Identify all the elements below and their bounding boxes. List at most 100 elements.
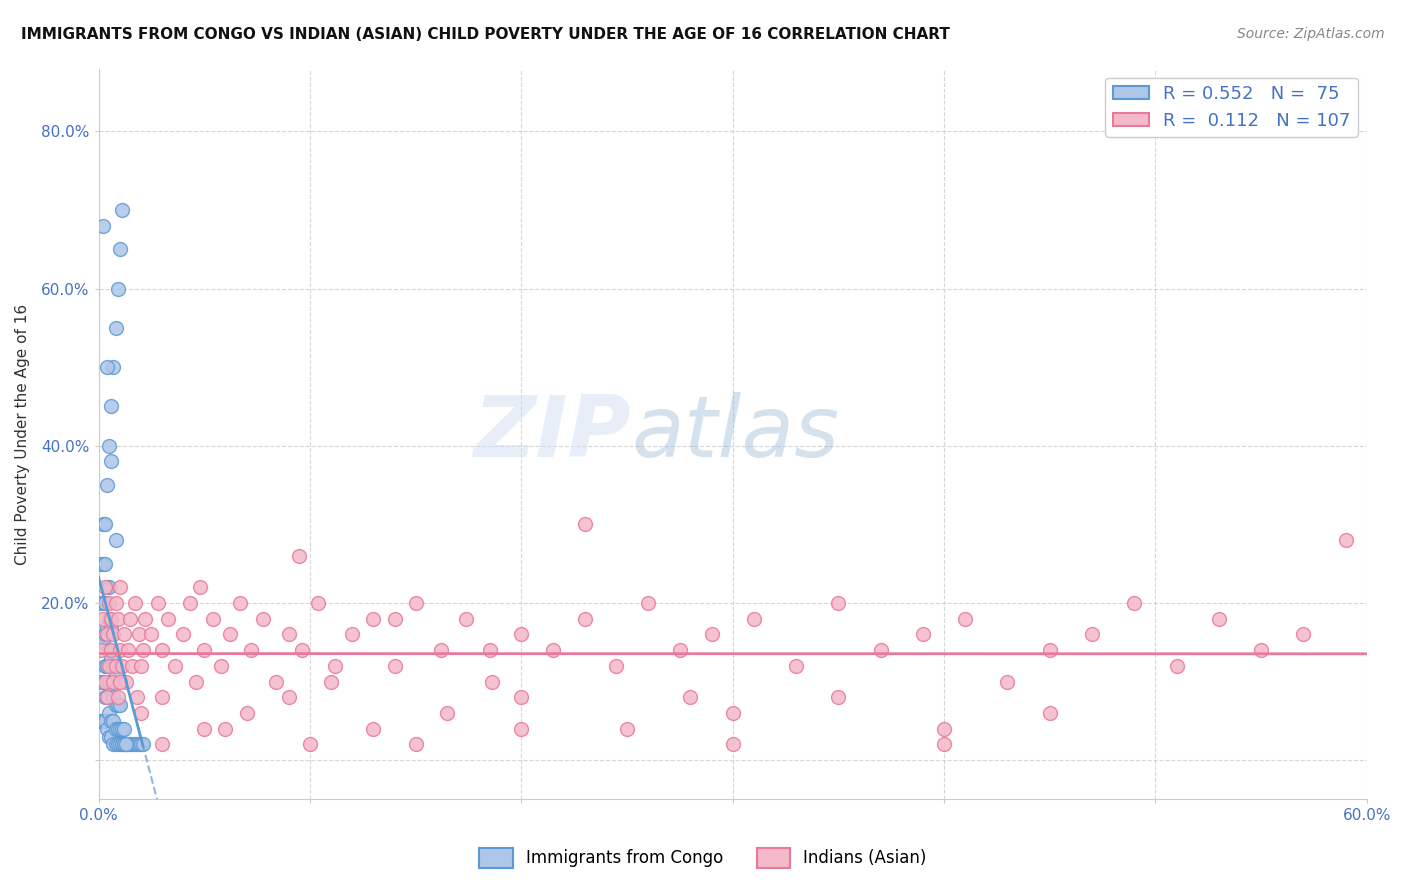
Point	[172, 627, 194, 641]
Point	[120, 738, 142, 752]
Point	[129, 706, 152, 720]
Point	[100, 730, 122, 744]
Point	[108, 242, 131, 256]
Point	[953, 612, 976, 626]
Point	[100, 682, 122, 697]
Point	[911, 627, 934, 641]
Point	[700, 627, 723, 641]
Point	[290, 643, 312, 657]
Point	[252, 612, 274, 626]
Point	[90, 714, 112, 728]
Point	[115, 674, 138, 689]
Point	[157, 612, 180, 626]
Point	[384, 658, 406, 673]
Point	[104, 533, 127, 547]
Point	[108, 643, 131, 657]
Point	[115, 738, 138, 752]
Point	[100, 612, 122, 626]
Point	[115, 738, 138, 752]
Point	[298, 738, 321, 752]
Point	[229, 596, 252, 610]
Point	[90, 596, 112, 610]
Point	[91, 596, 114, 610]
Point	[932, 722, 955, 736]
Point	[132, 738, 155, 752]
Point	[288, 549, 311, 563]
Point	[100, 643, 122, 657]
Point	[218, 627, 240, 641]
Point	[150, 690, 173, 705]
Point	[98, 730, 121, 744]
Point	[90, 635, 112, 649]
Point	[363, 722, 385, 736]
Point	[1208, 612, 1230, 626]
Point	[120, 612, 142, 626]
Y-axis label: Child Poverty Under the Age of 16: Child Poverty Under the Age of 16	[15, 303, 30, 565]
Point	[128, 627, 150, 641]
Point	[1292, 627, 1315, 641]
Point	[742, 612, 765, 626]
Point	[111, 658, 134, 673]
Point	[103, 360, 125, 375]
Point	[574, 517, 596, 532]
Point	[179, 596, 201, 610]
Point	[124, 596, 146, 610]
Point	[96, 658, 118, 673]
Point	[108, 738, 131, 752]
Point	[827, 596, 849, 610]
Point	[201, 612, 224, 626]
Point	[111, 738, 134, 752]
Point	[1250, 643, 1272, 657]
Point	[478, 643, 501, 657]
Point	[721, 738, 744, 752]
Point	[104, 698, 127, 713]
Point	[112, 738, 135, 752]
Point	[193, 643, 215, 657]
Point	[104, 738, 127, 752]
Point	[96, 690, 118, 705]
Point	[125, 738, 148, 752]
Point	[637, 596, 659, 610]
Point	[103, 738, 125, 752]
Point	[150, 643, 173, 657]
Point	[103, 627, 125, 641]
Point	[100, 651, 122, 665]
Point	[616, 722, 638, 736]
Point	[96, 580, 118, 594]
Point	[1166, 658, 1188, 673]
Point	[214, 722, 236, 736]
Point	[209, 658, 232, 673]
Point	[129, 738, 152, 752]
Point	[679, 690, 702, 705]
Point	[94, 627, 117, 641]
Point	[100, 454, 122, 468]
Point	[112, 722, 135, 736]
Point	[103, 674, 125, 689]
Point	[96, 627, 118, 641]
Point	[1334, 533, 1357, 547]
Point	[128, 738, 150, 752]
Point	[1123, 596, 1146, 610]
Point	[91, 635, 114, 649]
Point	[785, 658, 807, 673]
Point	[98, 612, 121, 626]
Point	[150, 738, 173, 752]
Point	[103, 658, 125, 673]
Point	[100, 400, 122, 414]
Point	[721, 706, 744, 720]
Point	[384, 612, 406, 626]
Point	[163, 658, 186, 673]
Point	[96, 722, 118, 736]
Point	[117, 738, 139, 752]
Point	[146, 596, 169, 610]
Point	[112, 627, 135, 641]
Point	[124, 738, 146, 752]
Text: Source: ZipAtlas.com: Source: ZipAtlas.com	[1237, 27, 1385, 41]
Point	[307, 596, 329, 610]
Point	[997, 674, 1019, 689]
Point	[188, 580, 211, 594]
Point	[108, 674, 131, 689]
Point	[103, 714, 125, 728]
Point	[98, 658, 121, 673]
Point	[141, 627, 163, 641]
